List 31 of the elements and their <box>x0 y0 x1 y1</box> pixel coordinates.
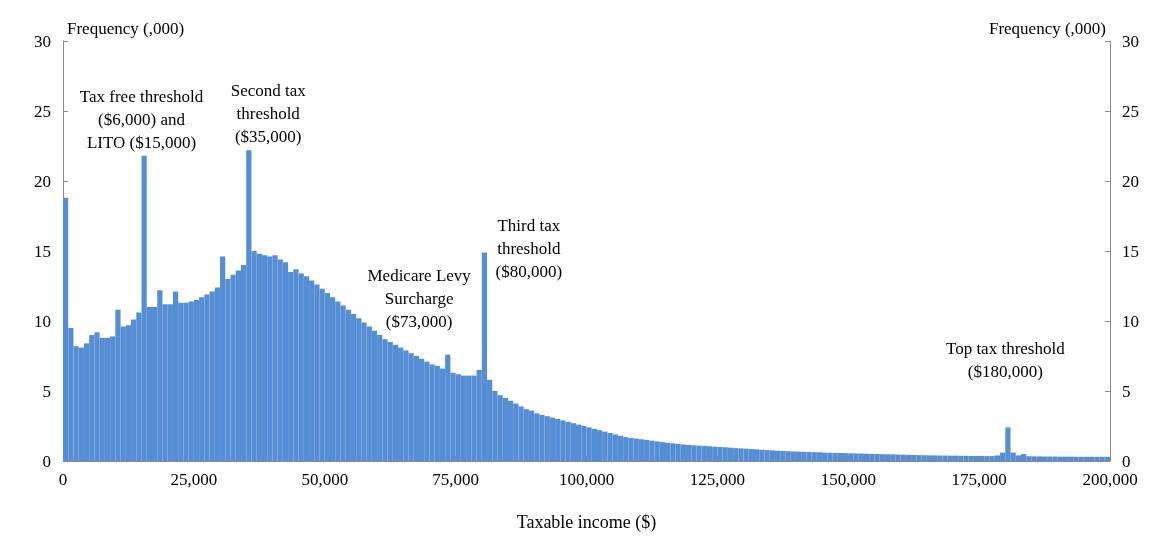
x-tick-label: 125,000 <box>689 470 745 489</box>
x-tick-label: 200,000 <box>1082 470 1138 489</box>
y-axis-title: Frequency (,000) <box>67 19 185 38</box>
x-tick-label: 50,000 <box>301 470 349 489</box>
y-tick-label: 10 <box>34 311 51 331</box>
annotation: Top tax threshold ($180,000) <box>945 339 1066 382</box>
x-tick-label: 25,000 <box>170 470 218 489</box>
annotation: Medicare Levy Surcharge ($73,000) <box>367 265 472 331</box>
y2-tick-label: 0 <box>1122 451 1131 471</box>
y2-tick-label: 20 <box>1122 171 1139 191</box>
y2-axis-title: Frequency (,000) <box>988 19 1106 38</box>
x-tick-label: 175,000 <box>951 470 1007 489</box>
x-axis-title: Taxable income ($) <box>516 512 657 533</box>
y-tick-label: 15 <box>34 241 51 261</box>
x-tick-label: 75,000 <box>432 470 479 489</box>
y-tick-label: 0 <box>42 451 51 471</box>
y2-tick-label: 10 <box>1122 311 1139 331</box>
annotation: Second tax threshold ($35,000) <box>230 81 307 147</box>
y2-tick-label: 25 <box>1122 101 1139 121</box>
y2-tick-label: 30 <box>1122 31 1139 51</box>
y-tick-label: 30 <box>34 31 51 51</box>
y2-tick-label: 5 <box>1122 381 1131 401</box>
y2-tick-label: 15 <box>1122 241 1139 261</box>
annotation: Tax free threshold ($6,000) and LITO ($15,000) <box>79 86 204 152</box>
x-tick-label: 0 <box>58 470 68 489</box>
y-tick-label: 20 <box>34 171 51 191</box>
annotation: Third tax threshold ($80,000) <box>495 216 563 282</box>
x-tick-label: 100,000 <box>558 470 615 489</box>
y-tick-label: 5 <box>42 381 51 401</box>
x-tick-label: 150,000 <box>820 470 876 489</box>
y-tick-label: 25 <box>34 101 51 121</box>
